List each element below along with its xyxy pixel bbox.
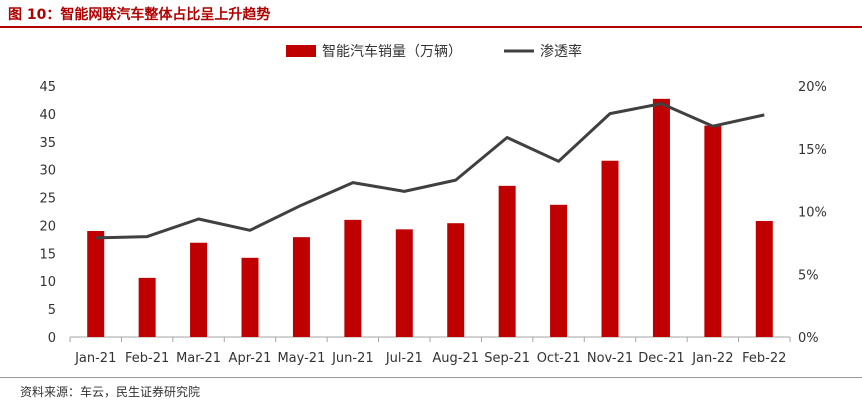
bar xyxy=(87,231,105,337)
y-left-tick-label: 10 xyxy=(39,275,56,290)
chart: 智能汽车销量（万辆） 渗透率 Jan-21 Feb-21 Mar-21 Apr-21 M… xyxy=(39,43,826,366)
x-tick-label: Mar-21 xyxy=(176,351,221,366)
x-tick-label: Feb-22 xyxy=(742,351,786,366)
legend-bar-swatch xyxy=(286,45,316,57)
x-tick-label: Aug-21 xyxy=(432,351,479,366)
bar xyxy=(704,125,722,337)
bar xyxy=(344,219,362,337)
y-left-tick-label: 5 xyxy=(48,303,56,318)
y-left-tick-label: 30 xyxy=(39,164,56,179)
y-right-tick-label: 20% xyxy=(798,80,827,95)
bar-series xyxy=(87,98,773,337)
x-tick-label: Oct-21 xyxy=(537,351,581,366)
legend: 智能汽车销量（万辆） 渗透率 xyxy=(286,43,582,60)
bar xyxy=(190,242,208,337)
bar xyxy=(550,204,568,337)
x-tick-label: Nov-21 xyxy=(587,351,633,366)
x-tick-label: Jan-22 xyxy=(691,351,733,366)
bar xyxy=(138,277,156,337)
y-left-tick-label: 0 xyxy=(48,331,56,346)
source-note: 资料来源：车云，民生证券研究院 xyxy=(20,385,201,399)
penetration-rate-line xyxy=(95,102,765,240)
x-tick-label: Feb-21 xyxy=(125,351,169,366)
bottom-rule xyxy=(0,377,862,378)
axes: Jan-21 Feb-21 Mar-21 Apr-21 May-21 Jun-21 Jul-… xyxy=(39,80,826,366)
bar xyxy=(601,160,619,337)
y-right-tick-label: 0% xyxy=(798,331,819,346)
y-left-tick-label: 40 xyxy=(39,108,56,123)
y-left-tick-label: 25 xyxy=(39,192,56,207)
bar xyxy=(395,229,413,337)
y-left-tick-label: 45 xyxy=(39,80,56,95)
legend-bar-label: 智能汽车销量（万辆） xyxy=(322,43,462,60)
x-tick-label: Jan-21 xyxy=(74,351,116,366)
bar xyxy=(652,98,670,337)
figure-title: 图 10：智能网联汽车整体占比呈上升趋势 xyxy=(8,7,271,23)
line-series xyxy=(95,102,765,240)
legend-line-label: 渗透率 xyxy=(540,43,582,60)
y-right-tick-label: 10% xyxy=(798,206,827,221)
bar xyxy=(755,220,773,337)
y-left-tick-label: 20 xyxy=(39,219,56,234)
bar xyxy=(498,185,516,337)
bar xyxy=(447,223,465,337)
y-right-tick-label: 15% xyxy=(798,143,827,158)
y-left-tick-label: 35 xyxy=(39,136,56,151)
y-right-tick-label: 5% xyxy=(798,268,819,283)
title-rule xyxy=(0,26,862,28)
x-tick-label: Apr-21 xyxy=(229,351,272,366)
bar xyxy=(292,237,310,337)
y-left-tick-label: 15 xyxy=(39,247,56,262)
x-tick-label: Sep-21 xyxy=(484,351,530,366)
x-tick-label: Dec-21 xyxy=(638,351,684,366)
x-tick-label: Jun-21 xyxy=(331,351,374,366)
bar xyxy=(241,257,259,337)
x-tick-label: May-21 xyxy=(277,351,325,366)
x-tick-label: Jul-21 xyxy=(385,351,423,366)
